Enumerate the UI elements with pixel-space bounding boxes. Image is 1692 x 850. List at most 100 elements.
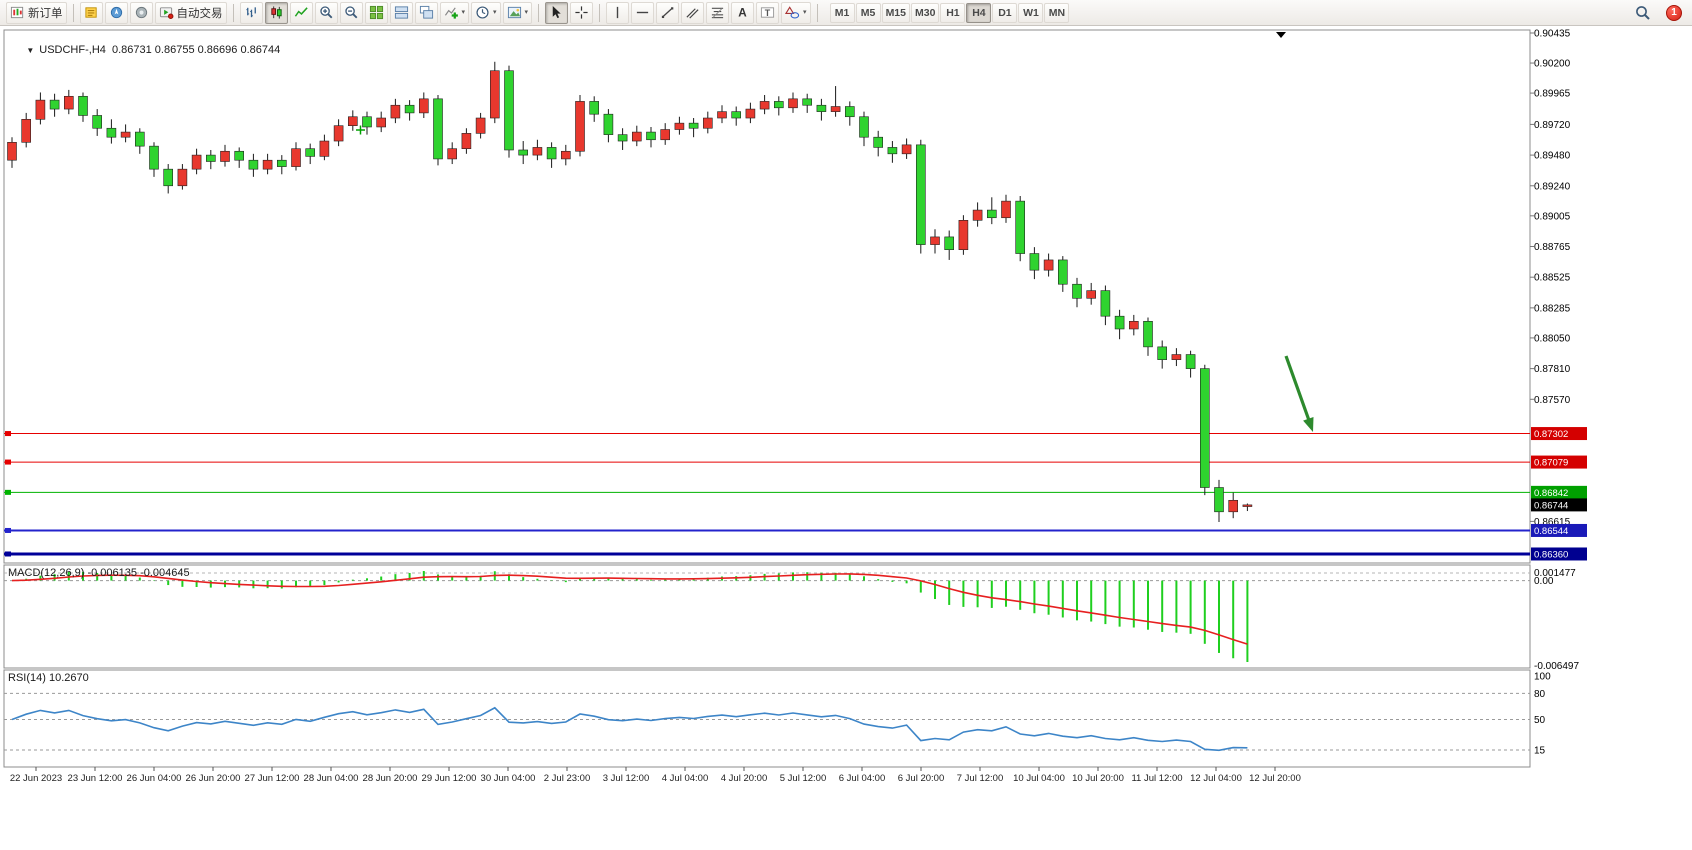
timeframe-button-m30[interactable]: M30 (911, 2, 940, 23)
zoom-in-button[interactable] (314, 1, 338, 24)
line-chart-button[interactable] (289, 1, 313, 24)
line-anchor-marker[interactable] (5, 527, 11, 533)
candle-body (518, 149, 529, 156)
notification-badge[interactable]: 1 (1666, 4, 1682, 21)
timeframe-button-m1[interactable]: M1 (829, 2, 855, 23)
timeframe-button-mn[interactable]: MN (1044, 2, 1070, 23)
candle-body (731, 111, 742, 119)
zoom-out-button[interactable] (339, 1, 363, 24)
time-axis-label: 3 Jul 12:00 (603, 773, 649, 784)
rsi-line (11, 706, 1248, 752)
candle-body (1001, 200, 1011, 219)
candle-body (64, 95, 74, 110)
line-chart-icon (294, 7, 308, 17)
channel-button[interactable] (681, 1, 705, 24)
cursor-button[interactable] (545, 1, 569, 24)
chart-shift-marker[interactable] (1276, 32, 1286, 38)
indicators-button[interactable]: ▾ (439, 1, 470, 24)
current-price-badge (1531, 498, 1587, 512)
line-anchor-marker[interactable] (5, 431, 11, 437)
new-order-label: 新订单 (28, 7, 63, 20)
speaker-icon (135, 6, 147, 19)
down-arrow-annotation-head[interactable] (1303, 417, 1314, 432)
candle-body (688, 122, 699, 129)
toolbar-separator (232, 3, 234, 22)
candle-body (816, 104, 827, 112)
candle-body (1214, 487, 1224, 513)
timeframe-button-d1[interactable]: D1 (992, 2, 1018, 23)
fibonacci-button[interactable] (706, 1, 730, 24)
new-order-button[interactable]: 新订单 (6, 1, 67, 24)
toolbar-right: 1 (1631, 2, 1686, 24)
candle-body (35, 99, 46, 120)
candle-body (135, 131, 145, 147)
auto-trading-label: 自动交易 (176, 7, 223, 20)
trendline-button[interactable] (656, 1, 680, 24)
candle-body (1228, 499, 1238, 513)
time-axis-label: 28 Jun 20:00 (363, 773, 418, 784)
search-icon (1635, 5, 1650, 20)
candle-body (177, 168, 188, 187)
chart-window[interactable]: 0.90435 0.90200 0.89965 0.89720 0.89480 0.892… (0, 26, 1692, 850)
timeframe-toolbar: M1 M5 M15 M30 H1 H4 D1 W1 MN (829, 2, 1070, 23)
text-button[interactable]: A (731, 1, 755, 24)
zoom-in-icon (319, 6, 332, 19)
cascade-windows-button[interactable] (414, 1, 438, 24)
timeframe-button-h4[interactable]: H4 (966, 2, 992, 23)
current-price-text: 0.86744 (1534, 500, 1568, 511)
candle-body (1015, 200, 1026, 254)
line-anchor-marker[interactable] (5, 489, 11, 495)
chevron-down-icon: ▾ (803, 9, 807, 16)
time-axis-label: 28 Jun 04:00 (304, 773, 359, 784)
main-toolbar: 新订单 自动交易 (0, 0, 1692, 26)
candlestick-chart-button[interactable] (264, 1, 288, 24)
label-button[interactable]: T (756, 1, 780, 24)
line-anchor-marker[interactable] (5, 459, 11, 465)
down-arrow-annotation[interactable] (1284, 355, 1311, 420)
bar-chart-button[interactable] (239, 1, 263, 24)
price-chart-canvas[interactable]: 0.90435 0.90200 0.89965 0.89720 0.89480 0.892… (0, 26, 1692, 850)
vertical-line-button[interactable] (606, 1, 630, 24)
templates-button[interactable]: ▾ (502, 1, 533, 24)
candle-body (504, 70, 514, 151)
time-axis-label: 4 Jul 20:00 (721, 773, 767, 784)
price-level-badge (1531, 485, 1587, 499)
candle-body (220, 150, 230, 162)
candle-body (788, 98, 798, 109)
periods-button[interactable]: ▾ (471, 1, 501, 24)
candle-body (475, 117, 486, 134)
search-button[interactable] (1631, 2, 1654, 24)
arrange-windows-button[interactable] (389, 1, 413, 24)
timeframe-button-m5[interactable]: M5 (855, 2, 881, 23)
candle-body (646, 131, 656, 141)
text-icon: A (738, 7, 747, 20)
time-axis-label: 10 Jul 04:00 (1013, 773, 1065, 784)
auto-trading-icon (159, 7, 173, 19)
candle-body (631, 131, 642, 142)
navigator-button[interactable] (104, 1, 128, 24)
candle-body (362, 116, 372, 128)
crosshair-button[interactable] (570, 1, 594, 24)
tile-windows-button[interactable] (364, 1, 388, 24)
auto-trading-button[interactable]: 自动交易 (154, 1, 227, 24)
candle-body (1185, 354, 1196, 369)
candle-body (376, 117, 387, 128)
candle-body (844, 106, 855, 118)
shapes-button[interactable]: ▾ (781, 1, 811, 24)
timeframe-button-w1[interactable]: W1 (1018, 2, 1044, 23)
tile-windows-icon (369, 5, 383, 20)
sound-button[interactable] (129, 1, 153, 24)
macd-signal-line (11, 573, 1248, 645)
market-watch-button[interactable] (79, 1, 103, 24)
navigator-icon (110, 6, 122, 19)
time-axis-label: 29 Jun 12:00 (422, 773, 477, 784)
time-axis-label: 30 Jun 04:00 (481, 773, 536, 784)
chevron-down-icon: ▾ (524, 9, 529, 16)
cursor-arrow-icon (552, 5, 561, 19)
timeframe-button-h1[interactable]: H1 (940, 2, 966, 23)
price-axis-label: 0.89720 (1534, 120, 1571, 131)
toolbar-separator (816, 3, 818, 22)
horizontal-line-button[interactable] (631, 1, 655, 24)
timeframe-button-m15[interactable]: M15 (881, 2, 910, 23)
line-anchor-marker[interactable] (5, 551, 11, 557)
